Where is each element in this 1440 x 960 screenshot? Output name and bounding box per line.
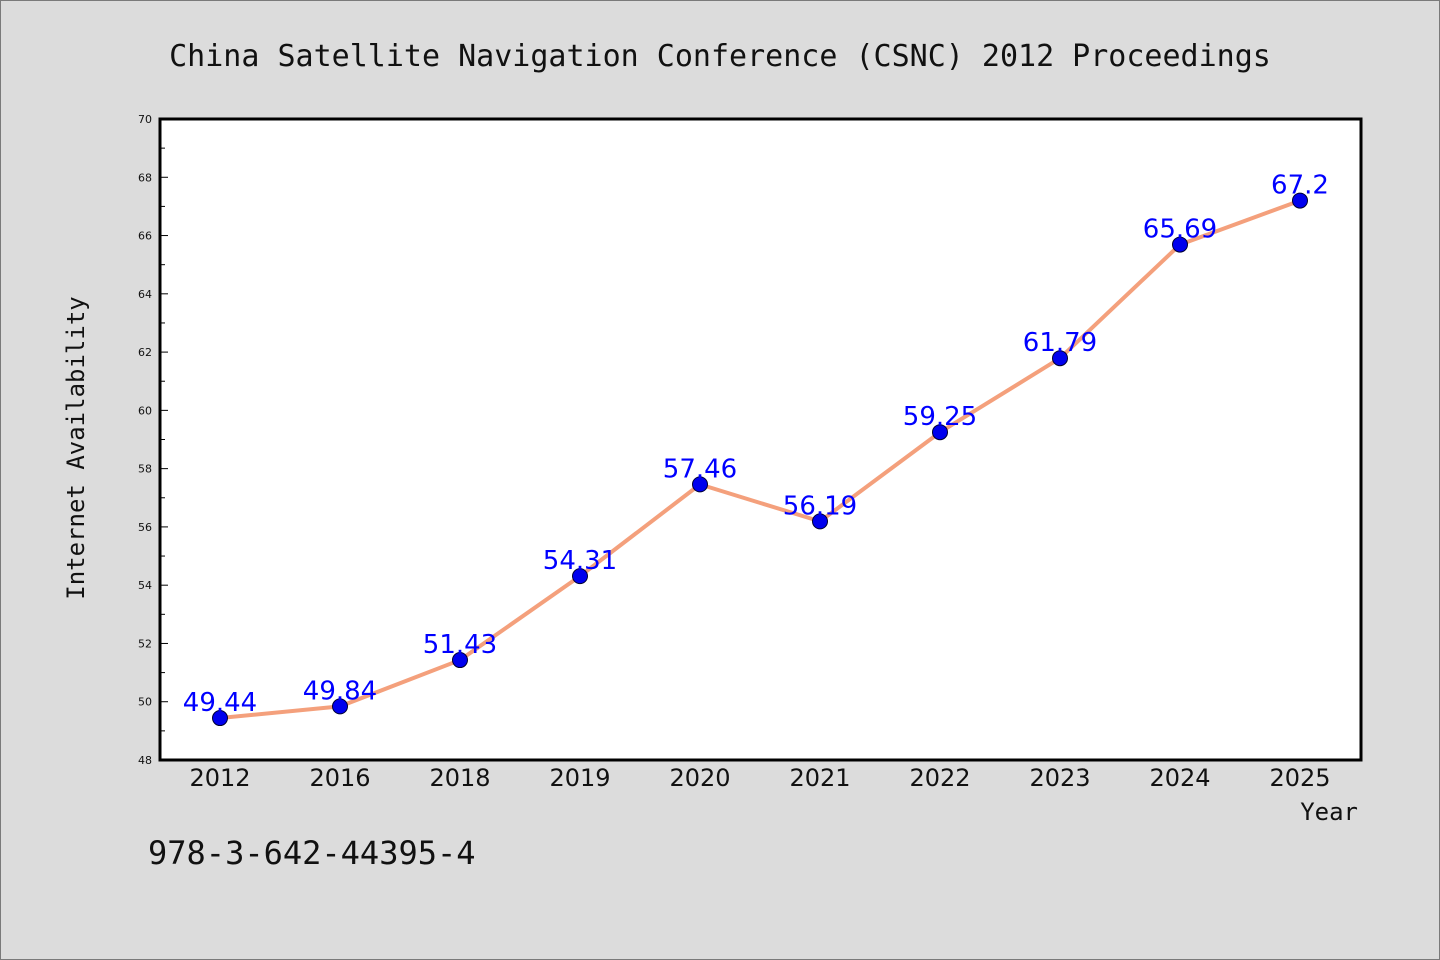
x-tick-label: 2018 — [429, 764, 490, 792]
y-tick-label: 56 — [138, 521, 152, 534]
plot-area — [158, 117, 1363, 762]
x-axis-title: Year — [1300, 798, 1358, 826]
data-point — [932, 424, 948, 441]
y-tick-label: 54 — [138, 579, 152, 592]
y-tick-label: 50 — [138, 696, 152, 709]
data-point — [812, 513, 828, 530]
y-axis-title: Internet Availability — [62, 296, 90, 599]
data-label: 61.79 — [1023, 328, 1097, 358]
x-tick-label: 2023 — [1029, 764, 1090, 792]
y-tick-label: 66 — [138, 230, 152, 243]
data-point — [692, 476, 708, 493]
x-tick-label: 2024 — [1149, 764, 1210, 792]
series-markers — [212, 192, 1308, 727]
x-tick-label: 2020 — [669, 764, 730, 792]
data-label: 59.25 — [903, 402, 977, 432]
x-tick-label: 2025 — [1269, 764, 1330, 792]
y-tick-label: 68 — [138, 171, 152, 184]
data-label: 67.2 — [1271, 171, 1329, 201]
data-label: 51.43 — [423, 630, 497, 660]
y-tick-label: 52 — [138, 637, 152, 650]
data-point — [452, 652, 468, 669]
y-tick-label: 70 — [138, 113, 152, 126]
x-tick-label: 2019 — [549, 764, 610, 792]
x-tick-label: 2012 — [189, 764, 250, 792]
y-tick-label: 60 — [138, 404, 152, 417]
y-axis: 48 50 52 54 56 58 60 62 64 66 68 70 — [138, 113, 168, 767]
data-label: 57.46 — [663, 454, 737, 484]
data-point — [332, 698, 348, 715]
series-line-group — [218, 198, 1302, 721]
chart-title: China Satellite Navigation Conference (C… — [169, 39, 1271, 74]
y-tick-label: 58 — [138, 463, 152, 476]
data-point — [212, 710, 228, 727]
y-tick-label: 64 — [138, 288, 152, 301]
data-point — [1172, 236, 1188, 253]
data-label: 49.44 — [183, 688, 257, 718]
data-label: 54.31 — [543, 546, 617, 576]
data-point — [572, 568, 588, 585]
data-point — [1292, 192, 1308, 209]
data-label: 56.19 — [783, 491, 857, 521]
data-label: 65.69 — [1143, 215, 1217, 245]
x-tick-label: 2022 — [909, 764, 970, 792]
y-tick-label: 62 — [138, 346, 152, 359]
x-tick-label: 2016 — [309, 764, 370, 792]
x-tick-label: 2021 — [789, 764, 850, 792]
series-line — [218, 198, 1302, 721]
data-label: 49.84 — [303, 676, 377, 706]
y-tick-label: 48 — [138, 754, 152, 767]
data-labels: 49.44 49.84 51.43 54.31 57.46 56.19 59.25 61.79… — [183, 171, 1329, 718]
isbn-text: 978-3-642-44395-4 — [148, 834, 476, 872]
x-axis: 2012 2016 2018 2019 2020 2021 2022 2023 2024 2025 — [189, 764, 1330, 792]
data-point — [1052, 350, 1068, 367]
